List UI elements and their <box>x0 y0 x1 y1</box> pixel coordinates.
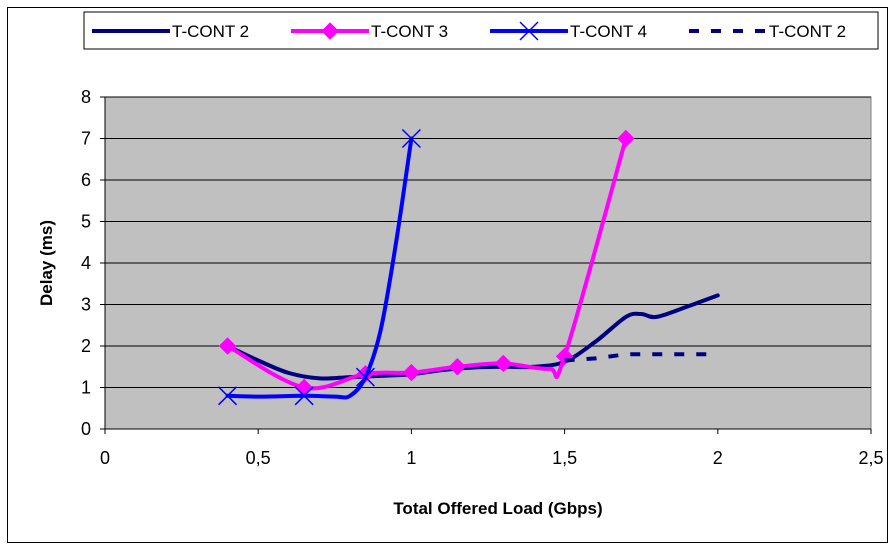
legend-label: T-CONT 3 <box>371 22 448 41</box>
legend-label: T-CONT 4 <box>570 22 647 41</box>
y-tick-label: 4 <box>81 253 91 273</box>
y-tick-label: 7 <box>81 129 91 149</box>
series-line <box>225 136 414 400</box>
series-line <box>225 136 628 391</box>
series-3 <box>218 128 421 406</box>
data-point <box>294 386 314 406</box>
y-tick-label: 5 <box>81 212 91 232</box>
series-4 <box>564 352 718 363</box>
y-tick-label: 2 <box>81 336 91 356</box>
x-tick-label: 1,5 <box>552 448 577 468</box>
data-point <box>494 354 513 373</box>
x-tick-label: 0 <box>100 448 110 468</box>
legend-item: T-CONT 2 <box>92 22 249 41</box>
legend-marker <box>519 21 539 41</box>
x-tick-label: 0,5 <box>246 448 271 468</box>
data-point <box>355 367 375 387</box>
y-tick-label: 0 <box>81 419 91 439</box>
series-1 <box>225 293 720 381</box>
y-tick-label: 8 <box>81 87 91 107</box>
legend-item: T-CONT 3 <box>291 22 448 41</box>
legend-marker <box>321 22 339 40</box>
data-point <box>402 363 421 382</box>
y-axis-title: Delay (ms) <box>37 220 56 306</box>
series-line <box>225 293 720 381</box>
y-tick-label: 3 <box>81 295 91 315</box>
data-point <box>401 128 421 149</box>
x-tick-label: 2 <box>713 448 723 468</box>
legend-item: T-CONT 2 <box>689 22 846 41</box>
data-point <box>218 386 238 406</box>
data-point <box>448 358 467 376</box>
y-tick-label: 6 <box>81 170 91 190</box>
legend-label: T-CONT 2 <box>769 22 846 41</box>
legend-box <box>83 11 879 50</box>
tick-labels: 0 1 2 3 4 5 6 7 8 0 0,5 1 1,5 2 2,5 <box>81 87 884 468</box>
x-tick-label: 1 <box>406 448 416 468</box>
legend-item: T-CONT 4 <box>490 21 647 41</box>
series-line <box>564 352 718 363</box>
x-tick-label: 2,5 <box>858 448 883 468</box>
legend-label: T-CONT 2 <box>172 22 249 41</box>
legend: T-CONT 2 T-CONT 3 T-CONT 4 T-CONT 2 <box>83 11 879 50</box>
axes <box>100 96 872 434</box>
series-group <box>218 128 720 406</box>
data-point <box>218 337 237 355</box>
x-axis-title: Total Offered Load (Gbps) <box>393 499 602 518</box>
data-point <box>617 129 635 148</box>
y-tick-label: 1 <box>81 378 91 398</box>
